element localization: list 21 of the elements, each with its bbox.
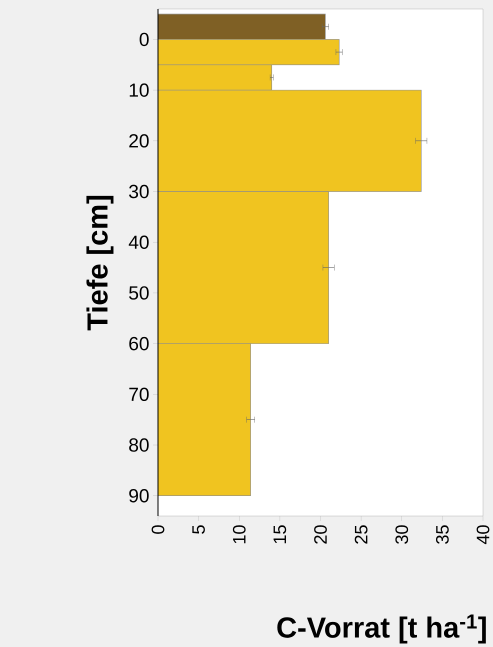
y-tick-label: 60	[129, 336, 149, 350]
x-axis-title: C-Vorrat [t ha$^{-1}$]	[277, 614, 486, 644]
y-tick-label: 10	[130, 83, 149, 97]
x-tick-label: 5	[192, 525, 205, 534]
x-tick-label: 10	[232, 525, 246, 544]
y-tick-label: 50	[129, 286, 149, 300]
y-tick-label: 30	[129, 184, 149, 198]
x-tick-label: 30	[395, 525, 408, 544]
x-tick-label: 40	[476, 525, 490, 544]
y-tick-label: 80	[129, 438, 149, 452]
y-tick-label: 0	[140, 32, 149, 46]
y-axis-title: Tiefe [cm]	[86, 196, 114, 330]
x-tick-label: 15	[274, 525, 286, 544]
x-tick-label: 25	[354, 525, 368, 544]
y-tick-label: 70	[129, 388, 149, 402]
x-tick-label: 0	[152, 525, 164, 534]
y-tick-label: 20	[129, 134, 149, 148]
x-tick-label: 20	[314, 525, 327, 544]
y-tick-label: 40	[128, 235, 149, 249]
x-tick-label: 35	[436, 525, 449, 544]
y-tick-label: 90	[129, 488, 149, 502]
